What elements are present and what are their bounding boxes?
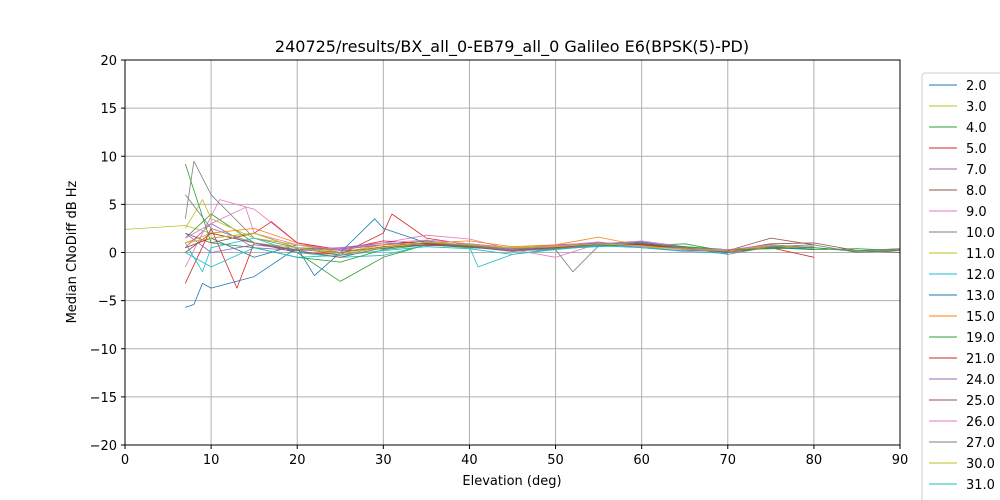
y-tick-label: 0 [109, 247, 117, 262]
legend-label: 19.0 [966, 331, 995, 346]
legend-label: 21.0 [966, 352, 995, 367]
legend-label: 4.0 [966, 121, 987, 136]
legend-label: 27.0 [966, 436, 995, 451]
legend-label: 31.0 [966, 478, 995, 493]
x-tick-label: 60 [633, 453, 650, 468]
x-tick-label: 80 [806, 453, 823, 468]
legend-label: 26.0 [966, 415, 995, 430]
x-tick-label: 10 [203, 453, 220, 468]
series-line-27.0 [184, 194, 901, 255]
y-tick-label: −20 [90, 439, 117, 454]
series-line-9.0 [184, 199, 728, 268]
series-line-13.0 [185, 218, 814, 308]
x-tick-label: 0 [121, 453, 129, 468]
chart-title: 240725/results/BX_all_0-EB79_all_0 Galil… [275, 37, 749, 57]
x-tick-label: 90 [892, 453, 909, 468]
legend-label: 8.0 [966, 184, 987, 199]
x-axis-label: Elevation (deg) [462, 474, 561, 489]
y-tick-label: 15 [100, 102, 117, 117]
y-axis-label: Median CNoDiff dB Hz [65, 180, 80, 323]
x-tick-label: 70 [720, 453, 737, 468]
y-tick-label: 20 [100, 54, 117, 69]
legend-label: 11.0 [966, 247, 995, 262]
y-axis: −20 −15 −10 −5 0 5 10 15 20 [90, 54, 125, 454]
legend-label: 7.0 [966, 163, 987, 178]
y-tick-label: −10 [90, 343, 117, 358]
x-tick-label: 50 [547, 453, 564, 468]
legend-label: 15.0 [966, 310, 995, 325]
y-tick-label: −5 [98, 295, 117, 310]
gridlines [124, 59, 901, 446]
x-axis: 0 10 20 30 40 50 60 70 80 90 [121, 445, 908, 468]
series-line-24.0 [185, 232, 728, 253]
series-lines [124, 160, 901, 308]
legend-label: 10.0 [966, 226, 995, 241]
x-tick-label: 40 [461, 453, 478, 468]
legend-label: 12.0 [966, 268, 995, 283]
series-line-30.0 [185, 232, 728, 255]
legend-label: 5.0 [966, 142, 987, 157]
x-tick-label: 20 [289, 453, 306, 468]
y-tick-label: 5 [109, 198, 117, 213]
legend: 2.0 3.0 4.0 5.0 7.0 8.0 9.0 10.0 11.0 12.0 13.0 15.… [921, 72, 1000, 500]
legend-label: 30.0 [966, 457, 995, 472]
legend-label: 24.0 [966, 373, 995, 388]
legend-label: 25.0 [966, 394, 995, 409]
legend-frame [921, 72, 1000, 500]
legend-label: 9.0 [966, 205, 987, 220]
y-tick-label: −15 [90, 391, 117, 406]
legend-label: 3.0 [966, 100, 987, 115]
series-line-31.0 [185, 245, 728, 268]
legend-label: 2.0 [966, 79, 987, 94]
x-tick-label: 30 [375, 453, 392, 468]
y-tick-label: 10 [100, 150, 117, 165]
legend-label: 13.0 [966, 289, 995, 304]
series-line-26.0 [185, 206, 771, 251]
